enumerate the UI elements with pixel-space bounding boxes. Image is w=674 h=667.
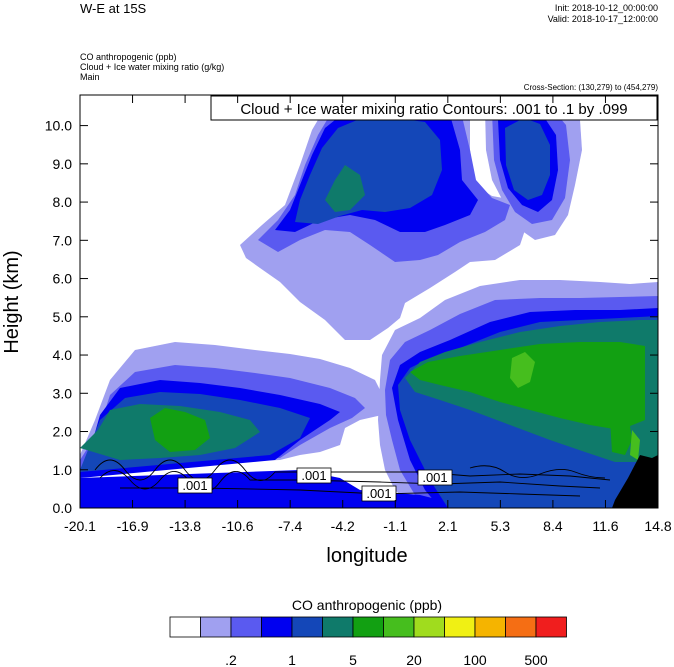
colorbar-swatch: [444, 616, 476, 638]
contour-label-2: .001: [301, 468, 326, 483]
plot-title: W-E at 15S: [80, 1, 147, 16]
init-time: Init: 2018-10-12_00:00:00: [554, 3, 658, 13]
colorbar-label: 100: [463, 652, 487, 667]
contour-labels: .001 .001 .001 .001: [177, 467, 453, 502]
colorbar-swatch: [535, 616, 567, 638]
y-tick-label: 6.0: [53, 271, 73, 287]
field-co: CO anthropogenic (ppb): [80, 52, 177, 62]
colorbar-swatch: [200, 616, 232, 638]
x-tick-label: 14.8: [644, 518, 671, 534]
valid-time: Valid: 2018-10-17_12:00:00: [547, 14, 658, 24]
field-domain: Main: [80, 72, 100, 82]
colorbar-label: 20: [406, 652, 422, 667]
x-axis-title: longitude: [326, 545, 407, 567]
y-tick-label: 0.0: [53, 500, 73, 516]
x-tick-label: -7.4: [278, 518, 302, 534]
plot-frame: [79, 94, 659, 509]
colorbar-label: 5: [349, 652, 357, 667]
contour-label-1: .001: [182, 478, 207, 493]
y-tick-label: 9.0: [53, 156, 73, 172]
field-list: CO anthropogenic (ppb) Cloud + Ice water…: [80, 52, 224, 82]
y-tick-label: 8.0: [53, 194, 73, 210]
contour-info-box: [210, 95, 658, 121]
contour-label-4: .001: [422, 470, 447, 485]
x-tick-label: -13.8: [169, 518, 201, 534]
contour-label-3: .001: [366, 486, 391, 501]
colorbar-label: 500: [524, 652, 548, 667]
colorbar-label: .2: [225, 652, 237, 667]
y-tick-label: 3.0: [53, 385, 73, 401]
x-tick-label: -4.2: [331, 518, 355, 534]
x-tick-label: -1.1: [383, 518, 407, 534]
colorbar-swatch: [261, 616, 293, 638]
colorbar-label: 1: [288, 652, 296, 667]
y-tick-label: 5.0: [53, 309, 73, 325]
colorbar-swatch: [169, 616, 201, 638]
colorbar-swatch: [413, 616, 445, 638]
cross-section-label: Cross-Section: (130,279) to (454,279): [523, 83, 658, 92]
x-tick-label: 5.3: [491, 518, 511, 534]
x-tick-label: 11.6: [592, 518, 618, 534]
colorbar-swatch: [322, 616, 354, 638]
y-tick-label: 2.0: [53, 424, 73, 440]
colorbar-swatch: [230, 616, 262, 638]
y-tick-label: 10.0: [45, 118, 72, 134]
y-tick-label: 4.0: [53, 347, 73, 363]
contour-fill: [80, 96, 658, 508]
x-tick-label: 8.4: [543, 518, 563, 534]
y-axis-title: Height (km): [1, 250, 23, 353]
contour-info-text: Cloud + Ice water mixing ratio Contours:…: [240, 101, 627, 118]
colorbar-swatch: [291, 616, 323, 638]
time-info: Init: 2018-10-12_00:00:00 Valid: 2018-10…: [548, 3, 658, 25]
colorbar-swatch: [474, 616, 506, 638]
colorbar-swatch: [505, 616, 537, 638]
field-cloud: Cloud + Ice water mixing ratio (g/kg): [80, 62, 225, 72]
axis-ticks: -20.1 -16.9 -13.8 -10.6 -7.4 -4.2 -1.1 2.1 5.3 8.…: [45, 95, 672, 534]
y-tick-label: 1.0: [53, 462, 73, 478]
colorbar-swatch: [352, 616, 384, 638]
x-tick-label: -20.1: [64, 518, 96, 534]
y-tick-label: 7.0: [53, 232, 73, 248]
colorbar-swatch: [383, 616, 415, 638]
x-tick-label: 2.1: [438, 518, 458, 534]
x-tick-label: -16.9: [117, 518, 149, 534]
colorbar-title: CO anthropogenic (ppb): [292, 597, 442, 613]
x-tick-label: -10.6: [222, 518, 254, 534]
colorbar: .2 1 5 20 100 500: [169, 616, 567, 667]
